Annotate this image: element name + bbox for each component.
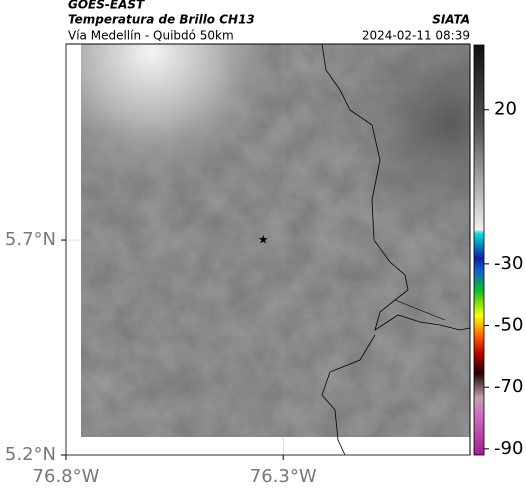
colorbar-label: -90	[494, 438, 523, 459]
colorbar-label: -30	[494, 253, 523, 274]
subtitle: Temperatura de Brillo CH13	[68, 13, 255, 27]
imagery-cloud	[81, 44, 470, 437]
source: SIATA	[432, 13, 470, 27]
map-area	[66, 44, 470, 455]
route: Vía Medellín - Quibdó 50km	[68, 29, 234, 43]
boundary	[394, 299, 446, 321]
y-tick-label: 5.7°N	[5, 229, 56, 250]
colorbar-label: -50	[494, 315, 523, 336]
colorbar-label: 20	[494, 99, 517, 120]
y-tick-label: 5.2°N	[5, 444, 56, 465]
location-marker: ★	[258, 233, 269, 247]
x-tick-label: 76.3°W	[250, 466, 317, 487]
x-tick-label: 76.8°W	[33, 466, 100, 487]
boundary	[321, 334, 376, 455]
boundary	[321, 44, 470, 331]
colorbar-label: -70	[494, 376, 523, 397]
timestamp: 2024-02-11 08:39	[362, 29, 470, 43]
title: GOES-EAST	[68, 0, 145, 12]
colorbar	[473, 44, 485, 456]
